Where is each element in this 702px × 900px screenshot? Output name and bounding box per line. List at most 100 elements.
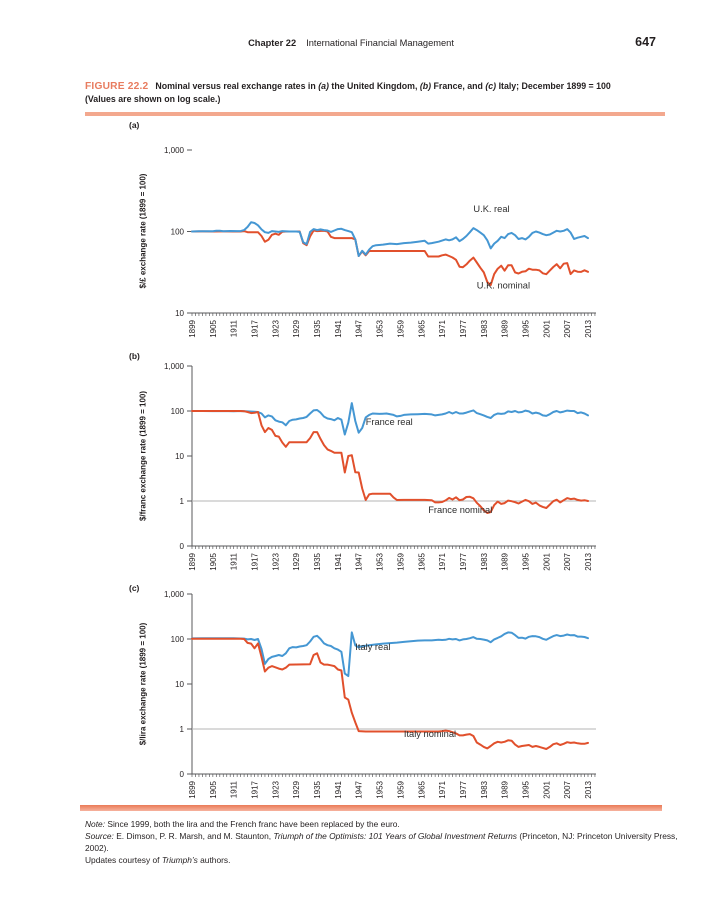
note-line: Note: Since 1999, both the lira and the …: [85, 818, 685, 830]
x-tick-label: 2007: [563, 319, 572, 337]
x-tick-label: 1965: [417, 780, 426, 798]
running-head: Chapter 22 International Financial Manage…: [0, 38, 702, 48]
x-tick-labels: 1899 1905 1911 1917 1923 1929 1935 1941 1947 1953…: [188, 319, 593, 337]
u-k-real-line: [191, 221, 589, 257]
x-tick-label: 1977: [459, 552, 468, 570]
chart-a-ylabel: $/£ exchange rate (1899 = 100): [138, 173, 148, 289]
x-tick-label: 1917: [251, 319, 260, 337]
x-tick-label: 1935: [313, 552, 322, 570]
x-tick-label: 1953: [376, 780, 385, 798]
x-tick-label: 1929: [292, 780, 301, 798]
note-label: Note:: [85, 819, 106, 829]
updates-text-post: authors.: [197, 855, 231, 865]
chapter-label: Chapter 22: [248, 38, 297, 48]
x-tick-label: 1941: [334, 319, 343, 337]
source-label: Source:: [85, 831, 114, 841]
x-tick-label: 1947: [355, 319, 364, 337]
y-tick-label: 1: [180, 725, 185, 734]
x-tick-label: 1941: [334, 552, 343, 570]
x-tick-labels: 1899 1905 1911 1917 1923 1929 1935 1941 1947 1953…: [188, 552, 593, 570]
panel-label-a: (a): [129, 120, 140, 130]
y-tick-label: 10: [175, 309, 184, 318]
x-minor-ticks: [191, 313, 596, 316]
x-tick-label: 2001: [542, 780, 551, 798]
x-tick-label: 1917: [251, 552, 260, 570]
x-tick-label: 1899: [188, 780, 197, 798]
updates-italic: Triumph’s: [161, 855, 198, 865]
x-tick-label: 1995: [522, 780, 531, 798]
x-tick-label: 1923: [271, 780, 280, 798]
y-tick-label: 10: [175, 680, 184, 689]
france-nominal-line: [191, 410, 589, 514]
x-tick-label: 2013: [584, 319, 593, 337]
x-tick-label: 2007: [563, 552, 572, 570]
chart-c-ylabel: $/lira exchange rate (1899 = 100): [138, 622, 148, 746]
x-tick-label: 1899: [188, 319, 197, 337]
x-tick-label: 1953: [376, 552, 385, 570]
caption-panel-c: (c): [485, 81, 497, 91]
x-tick-label: 1935: [313, 780, 322, 798]
y-tick-label: 1,000: [164, 590, 185, 599]
x-tick-label: 1971: [438, 319, 447, 337]
source-text: E. Dimson, P. R. Marsh, and M. Staunton,: [113, 831, 274, 841]
y-tick-label: 1: [180, 497, 185, 506]
x-tick-label: 1959: [396, 552, 405, 570]
footnotes: Note: Since 1999, both the lira and the …: [85, 818, 685, 866]
x-tick-label: 2007: [563, 780, 572, 798]
x-tick-label: 1983: [480, 319, 489, 337]
italy-nominal-line: [191, 637, 589, 750]
x-tick-label: 1959: [396, 780, 405, 798]
france-nominal-label: France nominal: [428, 505, 492, 515]
x-minor-ticks: [191, 546, 596, 549]
x-tick-label: 1911: [230, 319, 239, 337]
figure-caption-line1: FIGURE 22.2 Nominal versus real exchange …: [85, 80, 675, 93]
caption-text: France, and: [431, 81, 486, 91]
france-real-label: France real: [366, 417, 413, 427]
italy-nominal-label: Italy nominal: [404, 729, 456, 739]
x-tick-label: 1953: [376, 319, 385, 337]
italy-real-line: [191, 631, 589, 678]
x-tick-label: 2013: [584, 780, 593, 798]
updates-text: Updates courtesy of: [85, 855, 162, 865]
x-tick-label: 1941: [334, 780, 343, 798]
chart-b-ylabel: $/franc exchange rate (1899 = 100): [138, 390, 148, 522]
y-tick-label: 1,000: [164, 146, 185, 155]
x-tick-label: 1935: [313, 319, 322, 337]
x-minor-ticks: [191, 774, 596, 777]
caption-text: Italy; December 1899 = 100: [496, 81, 611, 91]
page-number: 647: [635, 35, 656, 49]
x-tick-label: 2001: [542, 552, 551, 570]
u-k-nominal-line: [191, 229, 589, 287]
figure-number: FIGURE 22.2: [85, 81, 149, 92]
x-tick-label: 2013: [584, 552, 593, 570]
x-tick-label: 1965: [417, 552, 426, 570]
x-tick-label: 1911: [230, 780, 239, 798]
y-tick-label: 100: [171, 635, 185, 644]
source-book-title: Triumph of the Optimists: 101 Years of G…: [273, 831, 517, 841]
u-k-nominal-label: U.K. nominal: [477, 281, 530, 291]
panel-label-c: (c): [129, 583, 140, 593]
caption-text: Nominal versus real exchange rates in: [155, 81, 319, 91]
x-tick-label: 1905: [209, 319, 218, 337]
x-tick-label: 1959: [396, 319, 405, 337]
x-tick-label: 1971: [438, 552, 447, 570]
y-tick-label: 100: [171, 407, 185, 416]
caption-panel-b: (b): [419, 81, 432, 91]
x-tick-label: 1923: [271, 319, 280, 337]
y-tick-label: 100: [171, 227, 185, 236]
note-text: Since 1999, both the lira and the French…: [105, 819, 400, 829]
x-tick-label: 1983: [480, 552, 489, 570]
x-tick-label: 1947: [355, 552, 364, 570]
x-tick-label: 1995: [522, 319, 531, 337]
caption-panel-a: (a): [318, 81, 329, 91]
x-tick-label: 1989: [501, 780, 510, 798]
x-tick-labels: 1899 1905 1911 1917 1923 1929 1935 1941 1947 1953…: [188, 780, 593, 798]
x-tick-label: 1905: [209, 552, 218, 570]
figure-caption-line2: (Values are shown on log scale.): [85, 94, 221, 104]
source-line: Source: E. Dimson, P. R. Marsh, and M. S…: [85, 830, 685, 854]
france-real-line: [191, 402, 589, 436]
caption-text: the United Kingdom,: [328, 81, 420, 91]
source-text-post: (Princeton, NJ: Princeton University Pre…: [85, 831, 678, 853]
